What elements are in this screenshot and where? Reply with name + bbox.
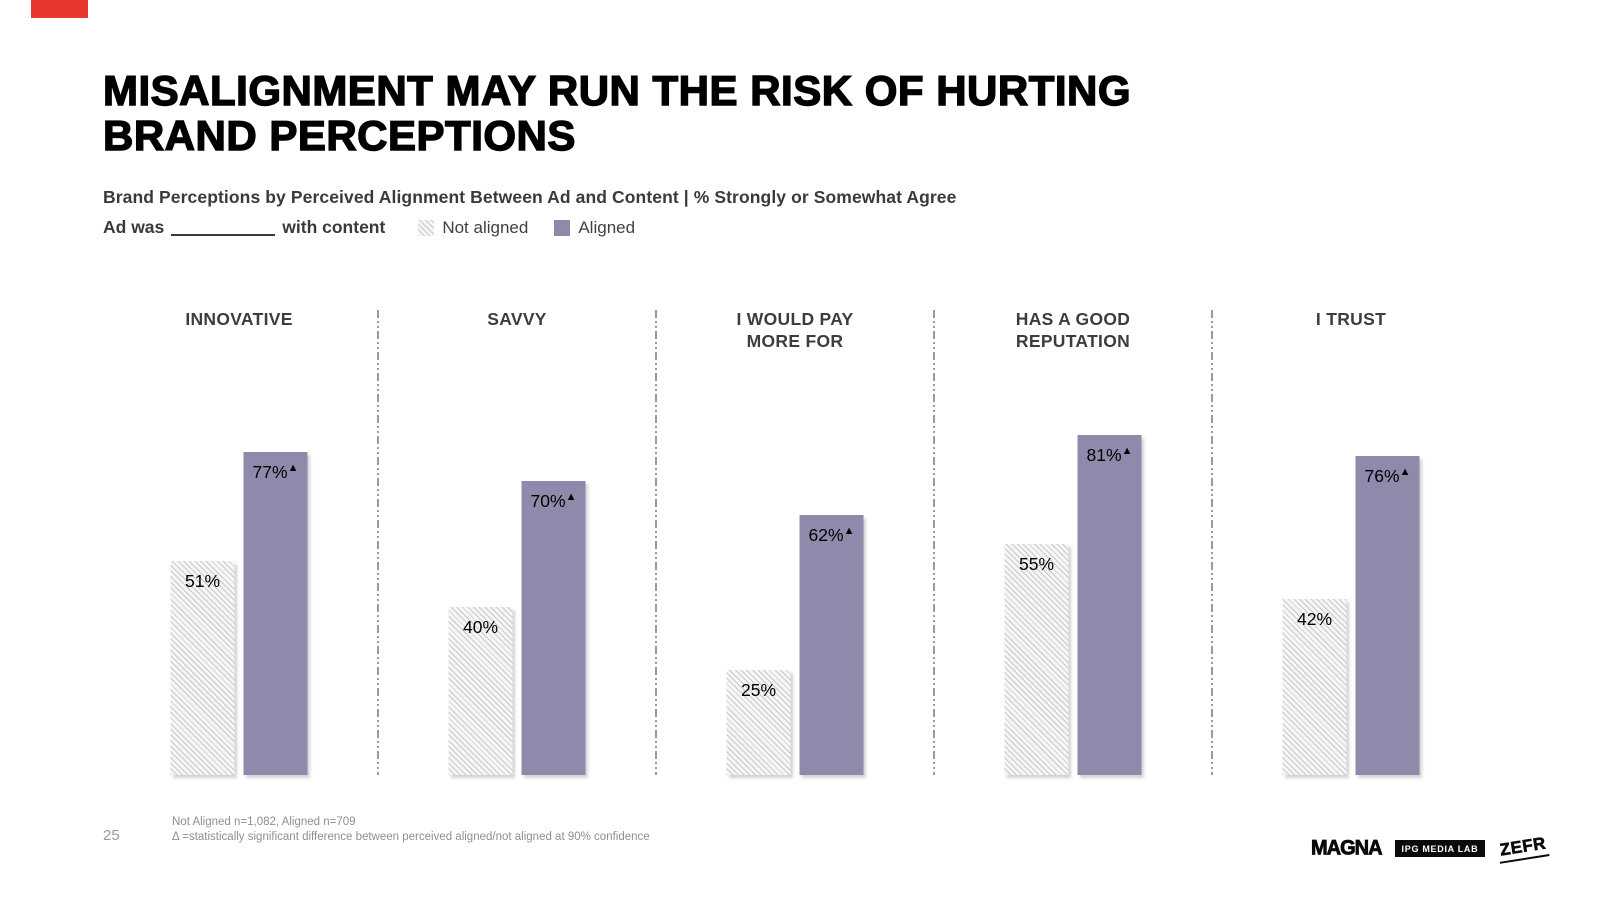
bar-aligned: 77%▲: [243, 452, 308, 775]
category-divider: [655, 310, 657, 775]
bar-value-label: 40%: [462, 617, 499, 637]
significance-triangle-icon: ▲: [287, 462, 299, 475]
bar-not-aligned: 40%: [448, 607, 513, 775]
legend-label: Aligned: [578, 217, 636, 237]
bar-value-label: 70%▲: [530, 491, 577, 511]
footer-logos: MAGNA IPG MEDIA LAB ZEFR: [1311, 832, 1551, 864]
footnote-significance: Δ =statistically significant difference …: [172, 831, 650, 843]
bar-not-aligned: 55%: [1004, 544, 1069, 775]
bar-not-aligned: 51%: [170, 561, 235, 775]
category-divider: [377, 310, 379, 775]
category-divider: [933, 310, 935, 775]
legend-item-aligned: Aligned: [554, 218, 635, 238]
prompt-prefix: Ad was: [103, 217, 165, 237]
bar-pair: 42% 76%▲: [1282, 456, 1420, 775]
bar-value-label: 76%▲: [1364, 466, 1411, 486]
page-title-line2: BRAND PERCEPTIONS: [102, 112, 576, 159]
legend-label: Not aligned: [442, 217, 529, 237]
category-header: INNOVATIVE: [185, 309, 293, 329]
blank-underline: [171, 234, 276, 236]
category-header: I WOULD PAY MORE FOR: [736, 309, 854, 351]
legend-row: Ad was with content Not aligned Aligned: [103, 217, 635, 238]
bar-pair: 55% 81%▲: [1004, 435, 1142, 775]
bar-aligned: 70%▲: [521, 481, 586, 775]
bar-value-label: 51%: [184, 571, 221, 591]
bar-pair: 40% 70%▲: [448, 481, 586, 775]
category-header: I TRUST: [1315, 309, 1387, 329]
page-title-line1: MISALIGNMENT MAY RUN THE RISK OF HURTING: [102, 67, 1132, 114]
chart-subtitle: Brand Perceptions by Perceived Alignment…: [103, 187, 957, 207]
bar-value-label: 62%▲: [808, 525, 855, 545]
page-title: MISALIGNMENT MAY RUN THE RISK OF HURTING…: [102, 67, 1303, 159]
chart-column-has-a-good-reputation: HAS A GOOD REPUTATION 55% 81%▲: [934, 308, 1212, 775]
significance-triangle-icon: ▲: [565, 491, 577, 504]
bar-value-label: 81%▲: [1086, 445, 1133, 465]
category-header: SAVVY: [487, 309, 547, 329]
chart-legend: Not aligned Aligned: [418, 218, 635, 238]
significance-triangle-icon: ▲: [1121, 445, 1133, 458]
bar-not-aligned: 25%: [726, 670, 791, 775]
chart-column-innovative: INNOVATIVE 51% 77%▲: [100, 308, 378, 775]
chart-column-savvy: SAVVY 40% 70%▲: [378, 308, 656, 775]
bar-chart: INNOVATIVE 51% 77%▲ SAVVY 40% 70%▲ I WOULD PAY…: [100, 308, 1490, 775]
bar-value-label: 77%▲: [252, 462, 299, 482]
footnotes: Not Aligned n=1,082, Aligned n=709 Δ =st…: [172, 815, 650, 845]
category-header: HAS A GOOD REPUTATION: [1015, 309, 1131, 351]
bar-aligned: 81%▲: [1077, 435, 1142, 775]
bar-value-label: 55%: [1018, 554, 1055, 574]
category-divider: [1211, 310, 1213, 775]
bar-value-label: 42%: [1296, 609, 1333, 629]
page-number: 25: [103, 827, 120, 844]
hatched-swatch-icon: [418, 219, 435, 236]
bar-value-label: 25%: [740, 680, 777, 700]
prompt-text: Ad was with content: [103, 217, 385, 238]
magna-logo: MAGNA: [1311, 835, 1383, 860]
legend-item-not-aligned: Not aligned: [418, 218, 528, 238]
bar-aligned: 76%▲: [1355, 456, 1420, 775]
red-accent-mark: [31, 0, 88, 18]
chart-column-i-trust: I TRUST 42% 76%▲: [1212, 308, 1490, 775]
significance-triangle-icon: ▲: [1399, 466, 1411, 479]
bar-pair: 25% 62%▲: [726, 515, 864, 775]
bar-not-aligned: 42%: [1282, 599, 1347, 775]
bar-aligned: 62%▲: [799, 515, 864, 775]
chart-column-i-would-pay-more-for: I WOULD PAY MORE FOR 25% 62%▲: [656, 308, 934, 775]
significance-triangle-icon: ▲: [843, 525, 855, 538]
solid-swatch-icon: [554, 219, 571, 236]
footnote-sample-sizes: Not Aligned n=1,082, Aligned n=709: [172, 816, 356, 828]
bar-pair: 51% 77%▲: [170, 452, 308, 775]
zefr-logo: ZEFR: [1496, 832, 1551, 864]
ipg-media-lab-logo: IPG MEDIA LAB: [1394, 839, 1486, 857]
prompt-suffix: with content: [282, 217, 386, 237]
